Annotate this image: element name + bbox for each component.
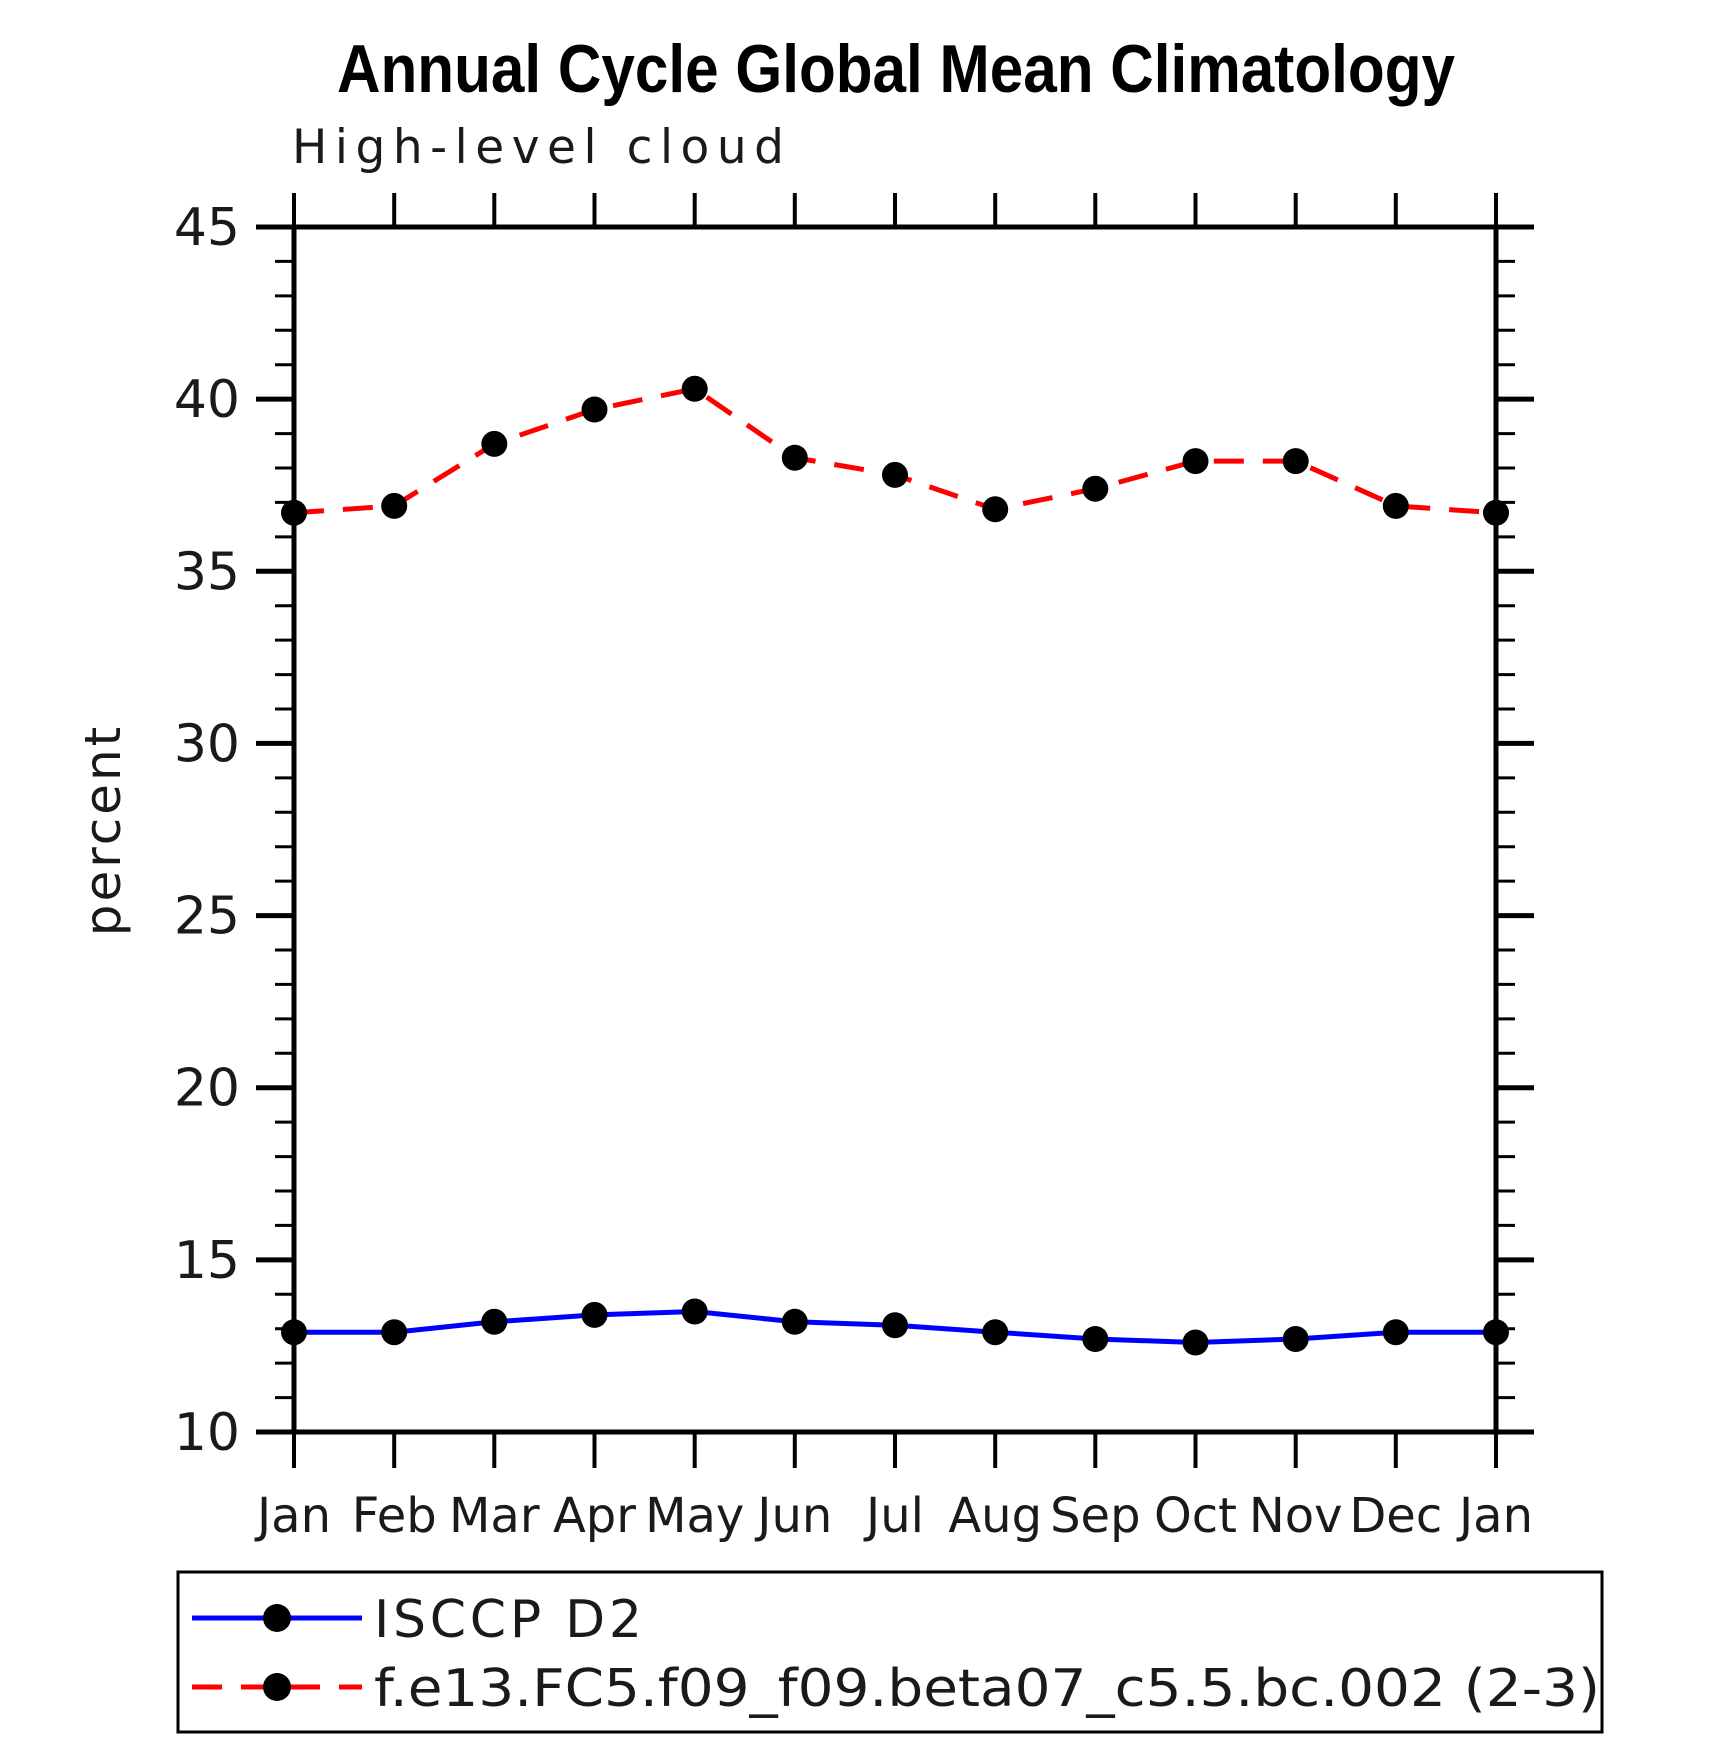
- data-point: [982, 496, 1009, 523]
- x-tick-label: Mar: [449, 1488, 540, 1544]
- data-point: [1282, 1326, 1309, 1352]
- x-tick-label: May: [645, 1488, 744, 1544]
- data-point: [1082, 475, 1109, 502]
- data-point: [1483, 1319, 1509, 1346]
- x-tick-label: Dec: [1349, 1488, 1442, 1544]
- data-point: [681, 375, 708, 402]
- legend-box: [176, 1570, 1604, 1734]
- data-point: [1382, 492, 1409, 519]
- series-lines: [281, 375, 1509, 1356]
- data-point: [381, 1319, 408, 1346]
- data-point: [281, 1319, 307, 1346]
- y-tick-label: 40: [174, 370, 240, 430]
- legend-label-model-run: f.e13.FC5.f09_f09.beta07_c5.5.bc.002 (2-…: [374, 1659, 1600, 1719]
- y-tick-label: 25: [174, 887, 240, 947]
- x-tick-label: Sep: [1050, 1488, 1140, 1544]
- data-point: [1382, 1319, 1409, 1346]
- y-axis-label: percent: [74, 724, 132, 937]
- x-tick-label: Oct: [1154, 1488, 1237, 1544]
- x-tick-label: Jan: [254, 1488, 331, 1544]
- x-tick-label: Nov: [1249, 1488, 1343, 1544]
- x-tick-label: Aug: [948, 1488, 1042, 1544]
- data-point: [1182, 1329, 1209, 1356]
- data-point: [781, 1308, 808, 1335]
- chart-subtitle: High-level cloud: [292, 120, 784, 175]
- y-tick-label: 10: [174, 1403, 240, 1463]
- chart-title: Annual Cycle Global Mean Climatology: [337, 31, 1455, 107]
- legend-samples: [192, 1604, 362, 1701]
- data-point: [581, 1301, 608, 1328]
- data-point: [681, 1298, 708, 1325]
- axes: 10 15 20 25 30 35 40 45 Jan Feb Mar Apr May Jun Jul Aug…: [174, 193, 1534, 1544]
- data-point: [1182, 448, 1209, 475]
- y-tick-label: 15: [174, 1231, 240, 1291]
- y-tick-label: 20: [174, 1059, 240, 1119]
- y-tick-label: 35: [174, 542, 240, 602]
- data-point: [882, 1312, 908, 1339]
- data-point: [982, 1319, 1009, 1346]
- data-point: [781, 444, 808, 471]
- data-point: [1282, 448, 1309, 475]
- y-tick-label: 45: [174, 198, 240, 258]
- x-tick-label: Jul: [863, 1488, 924, 1544]
- x-tick-label: Jun: [754, 1488, 832, 1544]
- legend-sample-marker-1: [263, 1673, 291, 1701]
- series-line-1: [293, 386, 1497, 516]
- legend-sample-marker-0: [263, 1604, 291, 1632]
- data-point: [1082, 1326, 1109, 1352]
- data-point: [281, 499, 307, 526]
- data-point: [581, 396, 608, 423]
- data-point: [481, 430, 508, 457]
- y-tick-label: 30: [174, 714, 240, 774]
- x-tick-label: Apr: [553, 1488, 636, 1544]
- data-point: [481, 1308, 508, 1335]
- data-point: [1483, 499, 1509, 526]
- legend: ISCCP D2 f.e13.FC5.f09_f09.beta07_c5.5.b…: [176, 1570, 1604, 1734]
- x-tick-label: Jan: [1456, 1488, 1533, 1544]
- plot-box: [291, 224, 1499, 1435]
- data-point: [381, 492, 408, 519]
- x-tick-label: Feb: [352, 1488, 437, 1544]
- data-point: [882, 461, 908, 488]
